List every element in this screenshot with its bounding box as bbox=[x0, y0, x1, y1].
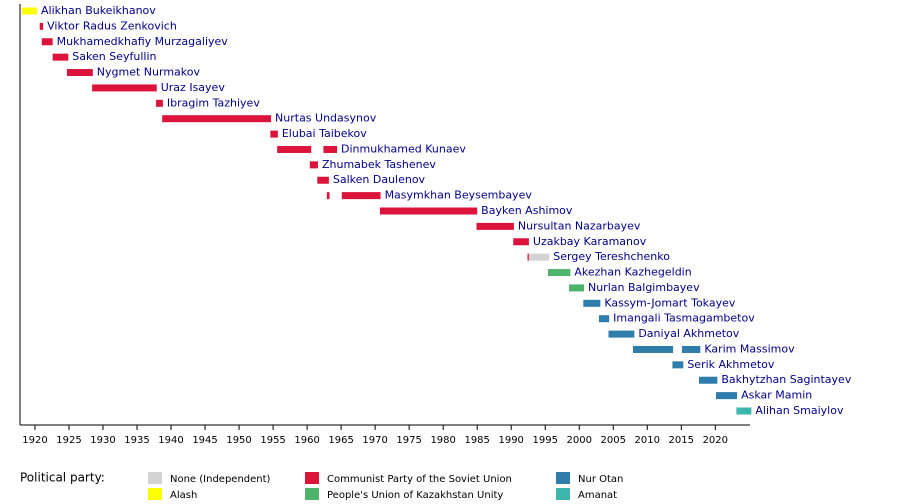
name-label: Viktor Radus Zenkovich bbox=[47, 19, 177, 32]
x-tick-label: 1990 bbox=[498, 435, 523, 446]
x-tick-label: 2005 bbox=[601, 435, 626, 446]
term-bar bbox=[39, 22, 44, 30]
name-label: Daniyal Akhmetov bbox=[638, 327, 739, 340]
name-label: Serik Akhmetov bbox=[687, 358, 775, 371]
x-tick-label: 1925 bbox=[56, 435, 81, 446]
x-tick-label: 2020 bbox=[703, 435, 728, 446]
term-bar bbox=[476, 222, 514, 230]
x-tick-label: 2015 bbox=[669, 435, 694, 446]
term-bar bbox=[527, 253, 529, 261]
name-label: Elubai Taibekov bbox=[282, 127, 367, 140]
name-label: Nursultan Nazarbayev bbox=[518, 219, 641, 232]
term-bar bbox=[608, 330, 635, 338]
name-label: Kassym-Jomart Tokayev bbox=[604, 296, 736, 309]
term-bar bbox=[632, 345, 674, 353]
term-bar bbox=[583, 299, 601, 307]
name-label: Masymkhan Beysembayev bbox=[385, 189, 533, 202]
term-bar bbox=[317, 176, 329, 184]
name-label: Uraz Isayev bbox=[161, 81, 226, 94]
x-tick-label: 1970 bbox=[362, 435, 387, 446]
name-label: Bayken Ashimov bbox=[481, 204, 573, 217]
legend-swatch bbox=[556, 472, 570, 484]
name-label: Uzakbay Karamanov bbox=[533, 235, 647, 248]
name-label: Alikhan Bukeikhanov bbox=[41, 4, 156, 17]
x-tick-label: 1965 bbox=[328, 435, 353, 446]
name-label: Mukhamedkhafiy Murzagaliyev bbox=[57, 35, 229, 48]
term-bar bbox=[326, 192, 330, 200]
legend-label: None (Independent) bbox=[170, 474, 271, 485]
term-bar bbox=[22, 7, 38, 15]
name-label: Akezhan Kazhegeldin bbox=[574, 266, 691, 279]
name-label: Nygmet Nurmakov bbox=[97, 66, 201, 79]
name-label: Imangali Tasmagambetov bbox=[613, 312, 755, 325]
x-tick-label: 1975 bbox=[396, 435, 421, 446]
term-bar bbox=[681, 345, 701, 353]
legend-swatch bbox=[148, 472, 162, 484]
term-bar bbox=[66, 69, 93, 77]
legend-swatch bbox=[305, 488, 319, 500]
term-bar bbox=[528, 253, 550, 261]
term-bar bbox=[162, 115, 272, 123]
x-tick-label: 1980 bbox=[430, 435, 455, 446]
term-bar bbox=[341, 192, 381, 200]
legend-title: Political party: bbox=[20, 471, 105, 485]
term-bar bbox=[672, 361, 684, 369]
legend-label: Nur Otan bbox=[578, 474, 623, 485]
term-bar bbox=[270, 130, 278, 138]
term-bar bbox=[309, 161, 318, 169]
term-bar bbox=[547, 269, 571, 277]
name-label: Nurlan Balgimbayev bbox=[588, 281, 700, 294]
term-bar bbox=[379, 207, 478, 215]
x-tick-label: 2000 bbox=[567, 435, 592, 446]
term-bar bbox=[52, 53, 69, 61]
x-tick-label: 1935 bbox=[124, 435, 149, 446]
legend-label: Communist Party of the Soviet Union bbox=[327, 474, 512, 485]
name-label: Askar Mamin bbox=[741, 389, 812, 402]
name-label: Dinmukhamed Kunaev bbox=[341, 142, 466, 155]
term-bar bbox=[513, 238, 529, 246]
x-tick-label: 1945 bbox=[192, 435, 217, 446]
name-label: Karim Massimov bbox=[704, 342, 795, 355]
term-bar bbox=[156, 99, 163, 107]
x-tick-label: 1920 bbox=[22, 435, 47, 446]
x-tick-label: 1995 bbox=[532, 435, 557, 446]
name-label: Sergey Tereshchenko bbox=[553, 250, 670, 263]
x-tick-label: 1950 bbox=[226, 435, 251, 446]
name-label: Ibragim Tazhiyev bbox=[167, 96, 260, 109]
legend-label: Amanat bbox=[578, 490, 617, 501]
term-bar bbox=[698, 376, 718, 384]
term-bar bbox=[598, 315, 610, 323]
x-tick-label: 1930 bbox=[90, 435, 115, 446]
legend-label: Alash bbox=[170, 490, 197, 501]
name-label: Saken Seyfullin bbox=[72, 50, 156, 63]
x-tick-label: 1985 bbox=[464, 435, 489, 446]
name-label: Zhumabek Tashenev bbox=[322, 158, 436, 171]
term-bar bbox=[569, 284, 584, 292]
term-bar bbox=[41, 38, 53, 46]
term-bar bbox=[736, 407, 752, 415]
x-tick-label: 1960 bbox=[294, 435, 319, 446]
x-tick-label: 2010 bbox=[635, 435, 660, 446]
term-bar bbox=[715, 392, 738, 400]
term-bar bbox=[277, 145, 312, 153]
x-tick-label: 1955 bbox=[260, 435, 285, 446]
x-tick-label: 1940 bbox=[158, 435, 183, 446]
term-bar bbox=[92, 84, 157, 92]
legend-label: People's Union of Kazakhstan Unity bbox=[327, 490, 503, 501]
name-label: Bakhytzhan Sagintayev bbox=[721, 373, 851, 386]
legend-swatch bbox=[305, 472, 319, 484]
legend-swatch bbox=[148, 488, 162, 500]
name-label: Alihan Smaiylov bbox=[755, 404, 844, 417]
term-bar bbox=[323, 145, 338, 153]
legend-swatch bbox=[556, 488, 570, 500]
name-label: Nurtas Undasynov bbox=[275, 112, 377, 125]
name-label: Salken Daulenov bbox=[333, 173, 426, 186]
